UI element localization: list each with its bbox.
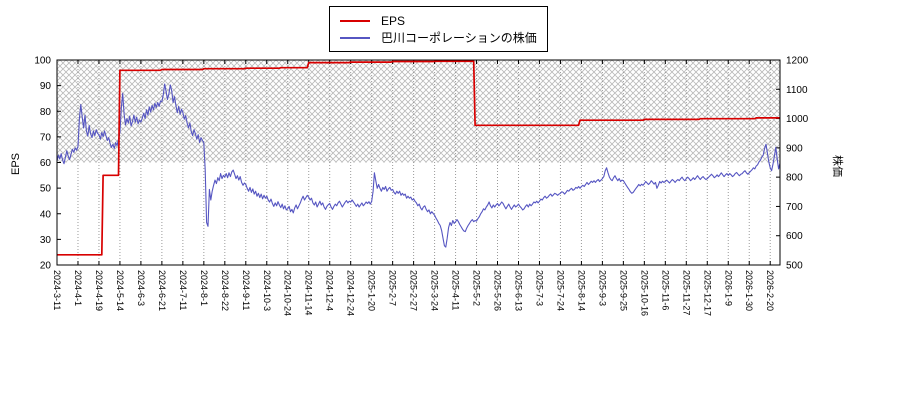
right-axis-title: 株価 <box>831 155 843 177</box>
svg-text:2025-7-3: 2025-7-3 <box>534 270 544 306</box>
svg-text:1200: 1200 <box>786 56 809 67</box>
svg-text:90: 90 <box>40 81 52 92</box>
svg-text:2024-10-24: 2024-10-24 <box>283 270 293 316</box>
svg-text:2025-12-17: 2025-12-17 <box>702 270 712 316</box>
svg-text:2026-1-30: 2026-1-30 <box>744 270 754 311</box>
svg-text:2024-9-11: 2024-9-11 <box>241 270 251 310</box>
price-line-sample <box>340 36 370 39</box>
right-axis-labels: 500 600 700 800 900 1000 1100 1200 <box>786 56 809 272</box>
svg-text:50: 50 <box>40 184 52 195</box>
left-axis-labels: 20 30 40 50 60 70 80 90 100 <box>34 56 51 272</box>
svg-text:2024-5-14: 2024-5-14 <box>115 270 125 311</box>
svg-text:2025-9-25: 2025-9-25 <box>618 270 628 311</box>
svg-text:2024-4-1: 2024-4-1 <box>73 270 83 306</box>
legend-item-price: 巴川コーポレーションの株価 <box>340 29 537 46</box>
svg-text:2026-1-9: 2026-1-9 <box>723 270 733 306</box>
legend-label-eps: EPS <box>381 13 406 28</box>
legend-item-eps: EPS <box>340 12 537 29</box>
svg-text:2025-5-26: 2025-5-26 <box>493 270 503 311</box>
svg-text:500: 500 <box>786 261 803 272</box>
svg-text:2026-2-20: 2026-2-20 <box>765 270 775 311</box>
svg-text:2024-12-4: 2024-12-4 <box>325 270 335 311</box>
svg-text:2024-6-21: 2024-6-21 <box>157 270 167 311</box>
svg-text:2025-10-16: 2025-10-16 <box>639 270 649 316</box>
svg-text:700: 700 <box>786 202 803 213</box>
svg-text:2024-4-19: 2024-4-19 <box>94 270 104 311</box>
legend: EPS 巴川コーポレーションの株価 <box>329 6 548 52</box>
svg-text:2025-8-14: 2025-8-14 <box>576 270 586 311</box>
svg-text:2025-11-27: 2025-11-27 <box>681 270 691 315</box>
svg-text:40: 40 <box>40 209 52 220</box>
svg-text:100: 100 <box>34 56 51 67</box>
svg-text:800: 800 <box>786 173 803 184</box>
hatch-band <box>57 60 780 163</box>
legend-label-price: 巴川コーポレーションの株価 <box>381 31 537 45</box>
svg-text:2024-8-22: 2024-8-22 <box>220 270 230 311</box>
grid-lines <box>56 60 771 265</box>
x-axis-labels: 2024-3-11 2024-4-1 2024-4-19 2024-5-14 2024-… <box>52 270 775 316</box>
svg-text:1100: 1100 <box>786 85 808 96</box>
svg-text:2024-12-24: 2024-12-24 <box>346 270 356 316</box>
svg-text:2025-2-7: 2025-2-7 <box>388 270 398 306</box>
svg-text:2025-11-6: 2025-11-6 <box>660 270 670 310</box>
svg-text:2025-2-27: 2025-2-27 <box>409 270 419 311</box>
svg-text:2024-6-3: 2024-6-3 <box>136 270 146 306</box>
svg-text:2024-11-14: 2024-11-14 <box>304 270 314 315</box>
svg-text:2025-9-3: 2025-9-3 <box>597 270 607 306</box>
left-axis-title: EPS <box>10 153 22 176</box>
svg-text:2025-4-11: 2025-4-11 <box>451 270 461 310</box>
svg-text:2025-6-13: 2025-6-13 <box>513 270 523 311</box>
svg-text:30: 30 <box>40 235 52 246</box>
svg-text:20: 20 <box>40 261 52 272</box>
svg-text:2024-7-11: 2024-7-11 <box>178 270 188 310</box>
svg-text:600: 600 <box>786 231 803 242</box>
svg-text:900: 900 <box>786 143 803 154</box>
svg-text:70: 70 <box>40 132 52 143</box>
svg-text:2025-5-2: 2025-5-2 <box>472 270 482 306</box>
eps-line-sample <box>340 19 370 22</box>
eps-line <box>57 60 780 256</box>
svg-text:2024-10-3: 2024-10-3 <box>262 270 272 311</box>
svg-text:2024-3-11: 2024-3-11 <box>52 270 62 310</box>
price-line <box>56 83 781 248</box>
plot-frame <box>56 59 781 266</box>
svg-text:2024-8-1: 2024-8-1 <box>199 270 209 306</box>
svg-text:80: 80 <box>40 107 52 118</box>
svg-text:2025-1-20: 2025-1-20 <box>367 270 377 311</box>
svg-text:2025-3-24: 2025-3-24 <box>430 270 440 311</box>
svg-text:1000: 1000 <box>786 114 809 125</box>
svg-text:60: 60 <box>40 158 52 169</box>
svg-text:2025-7-24: 2025-7-24 <box>555 270 565 311</box>
